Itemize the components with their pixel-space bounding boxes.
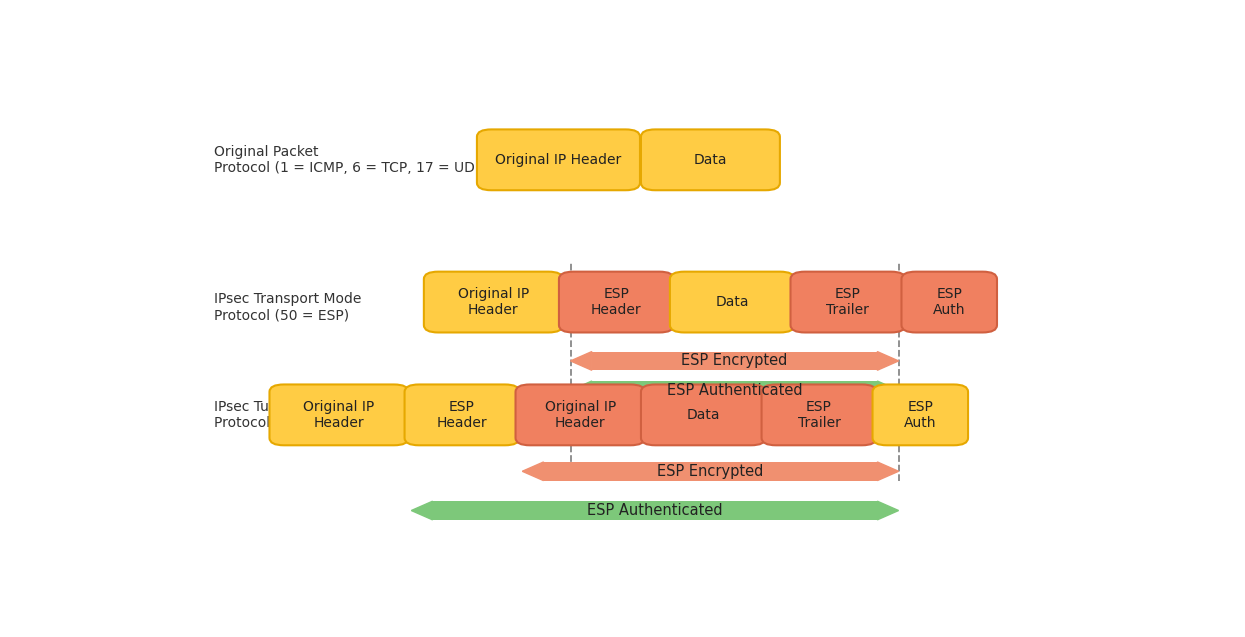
Text: Original IP Header: Original IP Header (496, 153, 621, 167)
Text: ESP
Trailer: ESP Trailer (827, 287, 869, 317)
FancyBboxPatch shape (477, 129, 640, 190)
FancyArrow shape (523, 462, 544, 480)
FancyBboxPatch shape (762, 385, 876, 445)
Text: Original IP
Header: Original IP Header (458, 287, 529, 317)
FancyBboxPatch shape (873, 385, 969, 445)
Text: ESP Authenticated: ESP Authenticated (667, 383, 802, 398)
FancyBboxPatch shape (423, 271, 563, 333)
Text: IPsec Tunnel Mode
Protocol (50 = ESP): IPsec Tunnel Mode Protocol (50 = ESP) (214, 400, 349, 430)
Text: ESP
Auth: ESP Auth (933, 287, 965, 317)
Text: ESP Encrypted: ESP Encrypted (657, 464, 763, 479)
Bar (591, 381, 878, 399)
Text: ESP
Auth: ESP Auth (904, 400, 936, 430)
Text: ESP
Header: ESP Header (591, 287, 641, 317)
Bar (432, 501, 878, 520)
FancyBboxPatch shape (515, 385, 645, 445)
Text: ESP Encrypted: ESP Encrypted (681, 354, 788, 368)
Text: Data: Data (686, 408, 720, 422)
FancyBboxPatch shape (901, 271, 997, 333)
FancyArrow shape (878, 501, 899, 520)
FancyArrow shape (570, 352, 591, 370)
FancyArrow shape (878, 381, 899, 399)
Text: Original IP
Header: Original IP Header (544, 400, 616, 430)
FancyBboxPatch shape (641, 129, 779, 190)
FancyArrow shape (411, 501, 432, 520)
Bar (544, 462, 878, 480)
Text: Data: Data (693, 153, 727, 167)
Text: ESP
Header: ESP Header (437, 400, 487, 430)
FancyBboxPatch shape (641, 385, 766, 445)
FancyBboxPatch shape (559, 271, 674, 333)
FancyArrow shape (570, 381, 591, 399)
FancyBboxPatch shape (269, 385, 408, 445)
FancyBboxPatch shape (405, 385, 519, 445)
Text: ESP Authenticated: ESP Authenticated (588, 503, 723, 518)
Text: Data: Data (716, 295, 749, 309)
Text: Original IP
Header: Original IP Header (304, 400, 375, 430)
FancyArrow shape (878, 462, 899, 480)
FancyBboxPatch shape (791, 271, 905, 333)
Text: Original Packet
Protocol (1 = ICMP, 6 = TCP, 17 = UDP): Original Packet Protocol (1 = ICMP, 6 = … (214, 145, 488, 175)
FancyBboxPatch shape (670, 271, 794, 333)
FancyArrow shape (878, 352, 899, 370)
Bar (591, 352, 878, 370)
Text: IPsec Transport Mode
Protocol (50 = ESP): IPsec Transport Mode Protocol (50 = ESP) (214, 292, 361, 322)
Text: ESP
Trailer: ESP Trailer (798, 400, 840, 430)
